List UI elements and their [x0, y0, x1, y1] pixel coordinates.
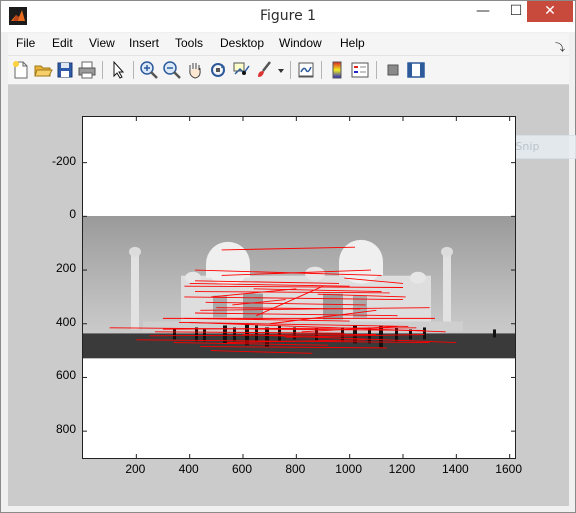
link-plot-icon[interactable] [296, 60, 316, 80]
match-line-2 [190, 283, 350, 286]
match-line-8 [195, 313, 398, 316]
menu-window[interactable]: Window [279, 36, 322, 50]
toolbar-separator [133, 61, 134, 79]
match-line-17 [211, 351, 312, 354]
match-line-28 [211, 289, 296, 297]
menu-file[interactable]: File [16, 36, 35, 50]
open-file-icon[interactable] [33, 60, 53, 80]
match-lines [83, 117, 515, 458]
x-tick-label: 1600 [489, 462, 529, 476]
menu-edit[interactable]: Edit [52, 36, 73, 50]
match-line-4 [195, 292, 390, 293]
menu-tools[interactable]: Tools [175, 36, 203, 50]
x-tick-label: 1000 [329, 462, 369, 476]
y-tick-label: -200 [36, 154, 76, 168]
x-tick-label: 200 [115, 462, 155, 476]
show-plot-tools-icon[interactable] [406, 60, 426, 80]
hide-plot-tools-icon[interactable] [383, 60, 403, 80]
brush-dropdown-icon[interactable] [276, 60, 286, 80]
match-line-15 [174, 343, 329, 346]
y-tick-label: 400 [36, 315, 76, 329]
toolbar-separator [290, 61, 291, 79]
match-line-16 [200, 347, 387, 348]
match-line-3 [184, 286, 403, 287]
zoom-out-icon[interactable] [162, 60, 182, 80]
match-line-19 [190, 322, 446, 331]
x-tick-label: 1200 [382, 462, 422, 476]
rotate-3d-icon[interactable] [208, 60, 228, 80]
y-tick-label: 0 [36, 207, 76, 221]
x-tick-label: 600 [222, 462, 262, 476]
y-tick-label: 200 [36, 261, 76, 275]
close-button[interactable]: ✕ [527, 1, 573, 22]
x-tick-label: 800 [275, 462, 315, 476]
zoom-in-icon[interactable] [139, 60, 159, 80]
toolbar-separator [321, 61, 322, 79]
menu-bar: File Edit View Insert Tools Desktop Wind… [8, 33, 569, 56]
figure-toolbar [8, 56, 569, 85]
x-tick-label: 1400 [435, 462, 475, 476]
minimize-button[interactable]: — [468, 1, 498, 23]
legend-icon[interactable] [350, 60, 370, 80]
pointer-icon[interactable] [108, 60, 128, 80]
new-figure-icon[interactable] [11, 60, 31, 80]
brush-icon[interactable] [254, 60, 274, 80]
x-tick-label: 400 [169, 462, 209, 476]
data-cursor-icon[interactable] [231, 60, 251, 80]
match-line-12 [155, 332, 344, 333]
menu-insert[interactable]: Insert [129, 36, 159, 50]
match-line-22 [256, 286, 323, 316]
menu-help[interactable]: Help [340, 36, 365, 50]
toolbar-separator [102, 61, 103, 79]
pan-hand-icon[interactable] [185, 60, 205, 80]
match-line-21 [232, 300, 285, 305]
dock-arrow-icon[interactable]: ⤵ [555, 39, 565, 54]
match-line-31 [318, 294, 406, 297]
title-bar[interactable]: Figure 1 — ☐ ✕ [1, 1, 575, 32]
y-tick-label: 600 [36, 368, 76, 382]
match-line-30 [344, 278, 403, 283]
menu-view[interactable]: View [89, 36, 115, 50]
menu-desktop[interactable]: Desktop [220, 36, 264, 50]
plot-axes[interactable] [82, 116, 516, 459]
colorbar-icon[interactable] [327, 60, 347, 80]
print-icon[interactable] [77, 60, 97, 80]
save-icon[interactable] [55, 60, 75, 80]
toolbar-separator [376, 61, 377, 79]
match-line-23 [270, 310, 377, 323]
match-line-0 [222, 247, 355, 250]
y-tick-label: 800 [36, 422, 76, 436]
match-line-29 [195, 281, 339, 284]
figure-canvas: Window Snip [8, 85, 569, 506]
